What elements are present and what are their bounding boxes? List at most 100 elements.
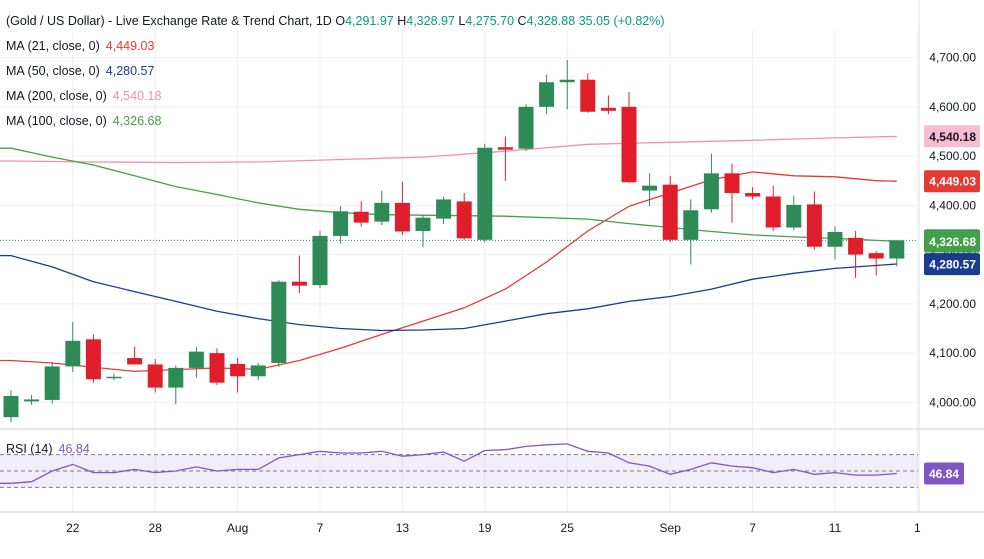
candle (312, 230, 328, 289)
price-axis-tag: 4,280.57 (924, 253, 980, 276)
candle (271, 280, 287, 367)
legend-ma50-value: 4,280.57 (105, 64, 155, 78)
candle-body (353, 211, 369, 223)
candle-body (209, 353, 225, 383)
x-tick-label: 22 (66, 521, 80, 535)
candle (642, 173, 658, 207)
legend-ma200[interactable]: MA (200, close, 0) 4,540.18 (6, 84, 665, 109)
price-tag-bg (924, 253, 980, 276)
candle (436, 196, 452, 225)
candle (559, 60, 575, 110)
candle-body (827, 231, 843, 247)
candle-body (188, 351, 204, 368)
price-tag-text: 4,280.57 (929, 258, 976, 272)
candle (230, 358, 246, 393)
close-label: C (517, 14, 527, 28)
open-label: O (335, 14, 346, 28)
y-tick-label: 4,400.00 (929, 198, 976, 212)
candle (497, 136, 513, 181)
time-axis[interactable]: 22 28 Aug 7 13 19 25 Sep 7 11 1 (0, 0, 984, 535)
x-tick-label: 13 (396, 521, 410, 535)
high-label: H (397, 14, 407, 28)
candle-body (436, 199, 452, 219)
rsi-line (0, 443, 897, 484)
candle-body (889, 240, 905, 259)
candle (168, 365, 184, 405)
candle-body (44, 366, 60, 400)
candlesticks (3, 60, 905, 423)
candle (806, 191, 822, 250)
symbol-header: (Gold / US Dollar) - Live Exchange Rate … (6, 9, 665, 34)
candle (44, 361, 60, 404)
symbol-title: (Gold / US Dollar) - Live Exchange Rate … (6, 14, 332, 28)
chart-legend: (Gold / US Dollar) - Live Exchange Rate … (6, 9, 665, 134)
close-value: 4,328.88 (526, 14, 576, 28)
candle (291, 255, 307, 294)
candle (333, 206, 349, 244)
candle (724, 163, 740, 223)
candle (85, 334, 101, 383)
legend-ma100-label: MA (100, close, 0) (6, 114, 107, 128)
candle (127, 346, 143, 365)
candle-body (415, 217, 431, 231)
rsi-panel[interactable]: 46.84 (0, 428, 984, 488)
legend-ma200-label: MA (200, close, 0) (6, 89, 107, 103)
legend-ma21[interactable]: MA (21, close, 0) 4,449.03 (6, 34, 665, 59)
price-tag-text: 4,449.03 (929, 175, 976, 189)
x-tick-label: Sep (660, 521, 682, 535)
candle (600, 95, 616, 115)
candle-body (724, 173, 740, 194)
rsi-legend[interactable]: RSI (14) 46.84 (6, 442, 90, 456)
price-tag-bg (924, 170, 980, 193)
candle (353, 201, 369, 227)
legend-ma100[interactable]: MA (100, close, 0) 4,326.68 (6, 109, 665, 134)
candle (580, 73, 596, 113)
candle-body (477, 147, 493, 240)
candle-body (24, 399, 40, 402)
candle-body (147, 364, 163, 388)
price-tag-bg (924, 125, 980, 148)
candle-body (394, 202, 410, 232)
legend-ma21-value: 4,449.03 (105, 39, 155, 53)
candle-body (85, 339, 101, 380)
candle-body (456, 201, 472, 239)
rsi-value-tag-text: 46.84 (929, 467, 959, 481)
candle-body (271, 281, 287, 363)
rsi-legend-value: 46.84 (58, 442, 90, 456)
candle-body (65, 340, 81, 367)
candle (827, 226, 843, 260)
legend-ma50-label: MA (50, close, 0) (6, 64, 100, 78)
y-tick-label: 4,000.00 (929, 395, 976, 409)
candle (456, 193, 472, 240)
price-axis-labels: 4,540.184,449.034,328.884,326.684,280.57 (924, 125, 980, 276)
legend-ma100-value: 4,326.68 (112, 114, 162, 128)
y-tick-label: 4,500.00 (929, 149, 976, 163)
candle-body (559, 79, 575, 83)
rsi-legend-label: RSI (14) (6, 442, 53, 456)
candle (539, 74, 555, 115)
candle (188, 347, 204, 378)
rsi-value-tag (924, 462, 964, 485)
price-tag-text: 4,326.68 (929, 235, 976, 249)
candle (415, 215, 431, 248)
candle-body (333, 211, 349, 236)
x-tick-label: 19 (478, 521, 492, 535)
candle (703, 153, 719, 213)
candle (147, 359, 163, 393)
candle (848, 230, 864, 278)
low-value: 4,275.70 (465, 14, 515, 28)
candle-body (786, 204, 802, 228)
candle (745, 187, 761, 200)
legend-ma50[interactable]: MA (50, close, 0) 4,280.57 (6, 59, 665, 84)
candle (374, 190, 390, 226)
legend-ma21-label: MA (21, close, 0) (6, 39, 100, 53)
candle (106, 373, 122, 381)
candle-body (806, 204, 822, 247)
y-tick-label: 4,200.00 (929, 297, 976, 311)
ma-line (0, 135, 897, 164)
legend-ma200-value: 4,540.18 (112, 89, 162, 103)
candle-body (600, 107, 616, 111)
candle-body (230, 363, 246, 377)
